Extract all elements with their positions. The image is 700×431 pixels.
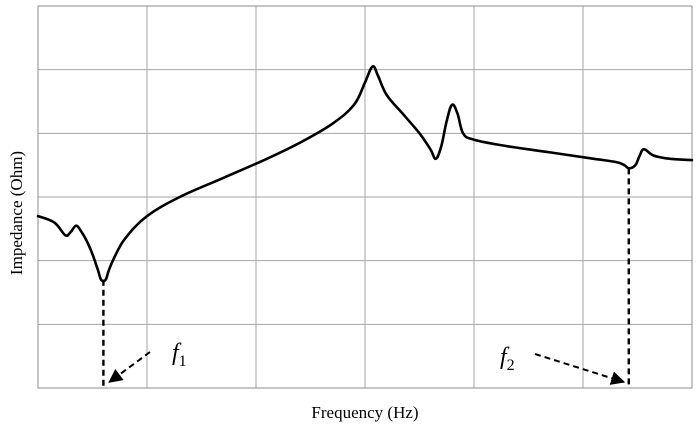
annotation-f1-subscript: 1 [179, 353, 187, 370]
annotation-f1: f1 [172, 340, 187, 370]
y-axis-label: Impedance (Ohm) [7, 151, 26, 275]
series-line [36, 65, 694, 283]
annotation-f2-subscript: 2 [507, 357, 515, 374]
plot-area-border [37, 5, 693, 389]
grid-lines [38, 6, 692, 388]
annotation-f1-letter: f [172, 340, 182, 366]
annotation-arrow-2 [534, 353, 626, 385]
annotation-lines [102, 168, 630, 388]
annotation-f2-letter: f [500, 344, 510, 370]
annotation-arrow-1 [108, 351, 151, 383]
x-axis-label: Frequency (Hz) [311, 403, 418, 422]
annotation-f2: f2 [500, 344, 515, 374]
